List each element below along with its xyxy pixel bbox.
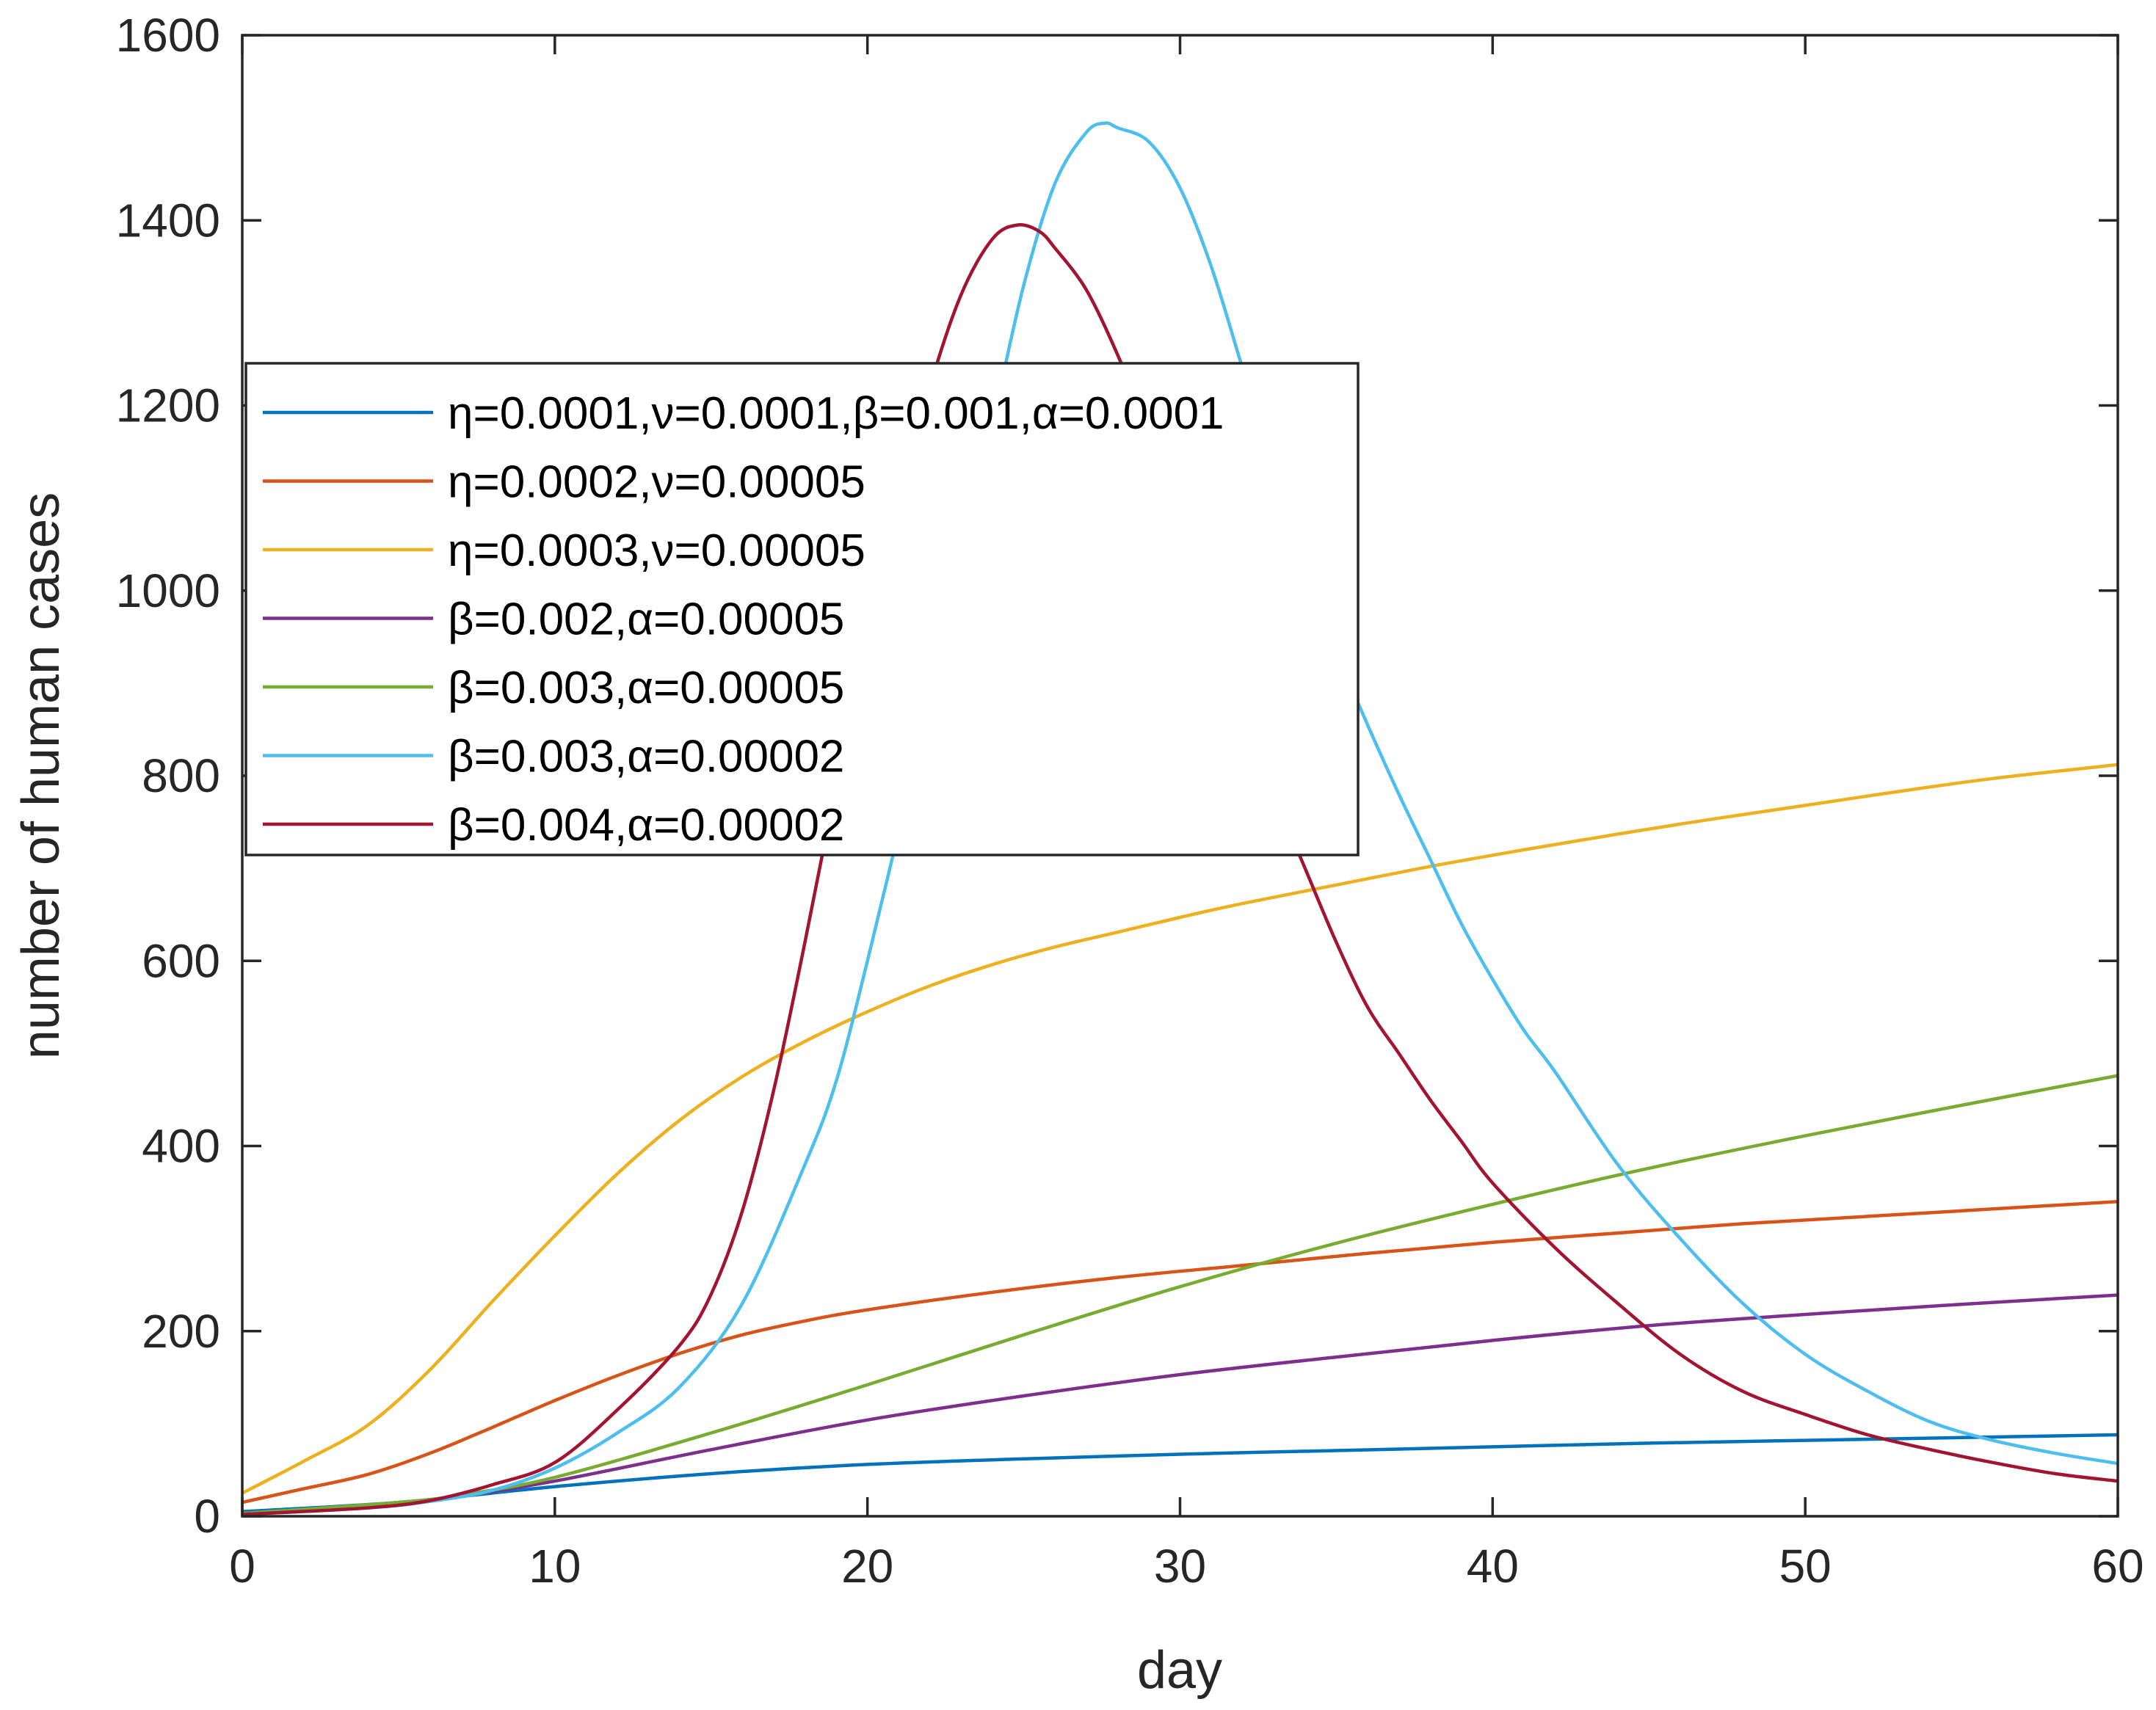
legend-label-6: β=0.003,α=0.00002 — [448, 732, 844, 782]
y-tick-label: 1600 — [116, 9, 220, 62]
legend-label-1: η=0.0001,ν=0.0001,β=0.001,α=0.0001 — [448, 388, 1224, 439]
x-tick-label: 50 — [1779, 1540, 1832, 1593]
x-tick-label: 10 — [529, 1540, 581, 1593]
series-line-1 — [242, 1433, 2118, 1513]
y-axis-ticks: 0 200 400 600 800 1000 1200 1400 1600 — [116, 9, 2118, 1543]
series-group — [242, 121, 2118, 1516]
y-tick-label: 800 — [142, 749, 220, 802]
series-line-2 — [242, 1199, 2118, 1505]
x-tick-label: 0 — [229, 1540, 255, 1593]
legend-label-4: β=0.002,α=0.00005 — [448, 594, 844, 645]
series-line-3 — [242, 763, 2118, 1495]
y-tick-label: 1400 — [116, 194, 220, 247]
x-tick-label: 60 — [2091, 1540, 2144, 1593]
y-tick-label: 400 — [142, 1120, 220, 1173]
y-tick-label: 1000 — [116, 564, 220, 617]
y-tick-label: 600 — [142, 934, 220, 987]
legend-label-2: η=0.0002,ν=0.00005 — [448, 457, 865, 508]
legend-items: η=0.0001,ν=0.0001,β=0.001,α=0.0001 η=0.00… — [263, 388, 1224, 851]
x-tick-label: 20 — [841, 1540, 893, 1593]
legend-label-3: η=0.0003,ν=0.00005 — [448, 525, 865, 576]
legend: η=0.0001,ν=0.0001,β=0.001,α=0.0001 η=0.00… — [244, 362, 1360, 856]
y-tick-label: 200 — [142, 1305, 220, 1358]
x-axis-title: day — [1137, 1641, 1222, 1700]
x-axis-ticks: 0 10 20 30 40 50 60 — [229, 35, 2144, 1593]
series-line-6 — [242, 121, 2118, 1516]
legend-label-7: β=0.004,α=0.00002 — [448, 800, 844, 851]
series-line-7 — [242, 223, 2118, 1516]
legend-box — [244, 362, 1360, 856]
y-tick-label: 1200 — [116, 379, 220, 432]
y-axis-title: number of human cases — [12, 492, 70, 1059]
legend-label-5: β=0.003,α=0.00005 — [448, 663, 844, 713]
x-tick-label: 30 — [1154, 1540, 1206, 1593]
y-tick-label: 0 — [194, 1490, 220, 1543]
x-tick-label: 40 — [1467, 1540, 1519, 1593]
